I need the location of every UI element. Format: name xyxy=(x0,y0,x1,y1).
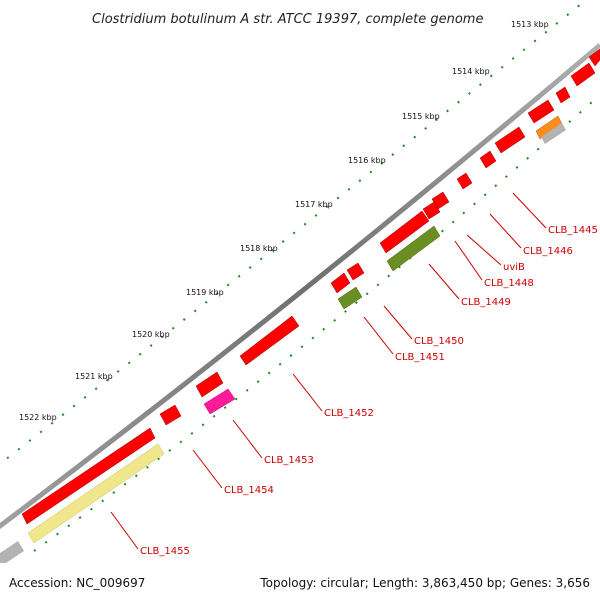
gene-arrow xyxy=(527,99,555,124)
tick-labels: 1513 kbp 1514 kbp 1515 kbp 1516 kbp 1517… xyxy=(19,20,549,422)
gene-label: CLB_1453 xyxy=(264,455,314,466)
gene-arrow xyxy=(346,262,365,281)
gene-label: CLB_1445 xyxy=(548,225,598,236)
map-title: Clostridium botulinum A str. ATCC 19397,… xyxy=(92,12,483,27)
leader-line xyxy=(363,316,394,355)
gene-arrow xyxy=(379,210,430,254)
leader-line xyxy=(489,213,522,249)
feature-bar xyxy=(386,225,441,272)
genome-summary: Topology: circular; Length: 3,863,450 bp… xyxy=(260,576,590,590)
gene-label: CLB_1455 xyxy=(140,546,190,557)
leader-line xyxy=(110,511,139,550)
tick-label: 1520 kbp xyxy=(132,330,170,339)
leader-lines xyxy=(110,192,547,550)
feature-bars xyxy=(0,115,566,563)
gene-label: CLB_1448 xyxy=(484,278,534,289)
gene-arrow xyxy=(195,371,224,398)
tick-label: 1513 kbp xyxy=(511,20,549,29)
leader-line xyxy=(292,373,323,412)
gene-label: CLB_1449 xyxy=(461,297,511,308)
feature-bar xyxy=(337,286,363,310)
leader-line xyxy=(466,234,502,266)
leader-line xyxy=(192,449,223,489)
tick-label: 1522 kbp xyxy=(19,413,57,422)
feature-bar xyxy=(27,443,165,544)
gene-arrow xyxy=(494,126,526,154)
gene-labels: CLB_1445 CLB_1446 uviB CLB_1448 CLB_1449… xyxy=(140,225,598,557)
leader-line xyxy=(232,419,263,459)
tick-label: 1517 kbp xyxy=(295,200,333,209)
gene-arrow xyxy=(21,427,156,525)
gene-label: CLB_1454 xyxy=(224,485,274,496)
tick-label: 1519 kbp xyxy=(186,288,224,297)
gene-arrow xyxy=(570,62,596,87)
gene-label: CLB_1451 xyxy=(395,352,445,363)
gene-label: CLB_1446 xyxy=(523,246,573,257)
gene-arrow xyxy=(239,315,300,366)
leader-line xyxy=(454,240,483,281)
tick-label: 1515 kbp xyxy=(402,112,440,121)
gene-arrow xyxy=(159,404,182,426)
gene-arrow xyxy=(330,272,351,294)
feature-bar xyxy=(0,541,24,563)
gene-arrow xyxy=(588,48,600,67)
leader-line xyxy=(428,263,460,300)
gene-arrow xyxy=(479,150,497,169)
tick-label: 1516 kbp xyxy=(348,156,386,165)
tick-label: 1514 kbp xyxy=(452,67,490,76)
gene-arrow xyxy=(456,172,473,190)
gene-arrow xyxy=(555,86,571,104)
genome-backbone xyxy=(0,43,600,530)
gene-label: CLB_1450 xyxy=(414,336,464,347)
gene-label: uviB xyxy=(503,262,525,273)
tick-label: 1521 kbp xyxy=(75,372,113,381)
leader-line xyxy=(383,305,413,340)
tick-label: 1518 kbp xyxy=(240,244,278,253)
feature-bar xyxy=(203,388,236,415)
gene-label: CLB_1452 xyxy=(324,408,374,419)
accession-label: Accession: NC_009697 xyxy=(9,576,146,590)
forward-strand-genes xyxy=(21,48,600,525)
outer-tick-ring xyxy=(0,0,587,466)
leader-line xyxy=(512,192,547,229)
feature-bar xyxy=(541,123,566,144)
gene-arrow xyxy=(431,191,450,210)
gene-arrow xyxy=(422,201,441,220)
